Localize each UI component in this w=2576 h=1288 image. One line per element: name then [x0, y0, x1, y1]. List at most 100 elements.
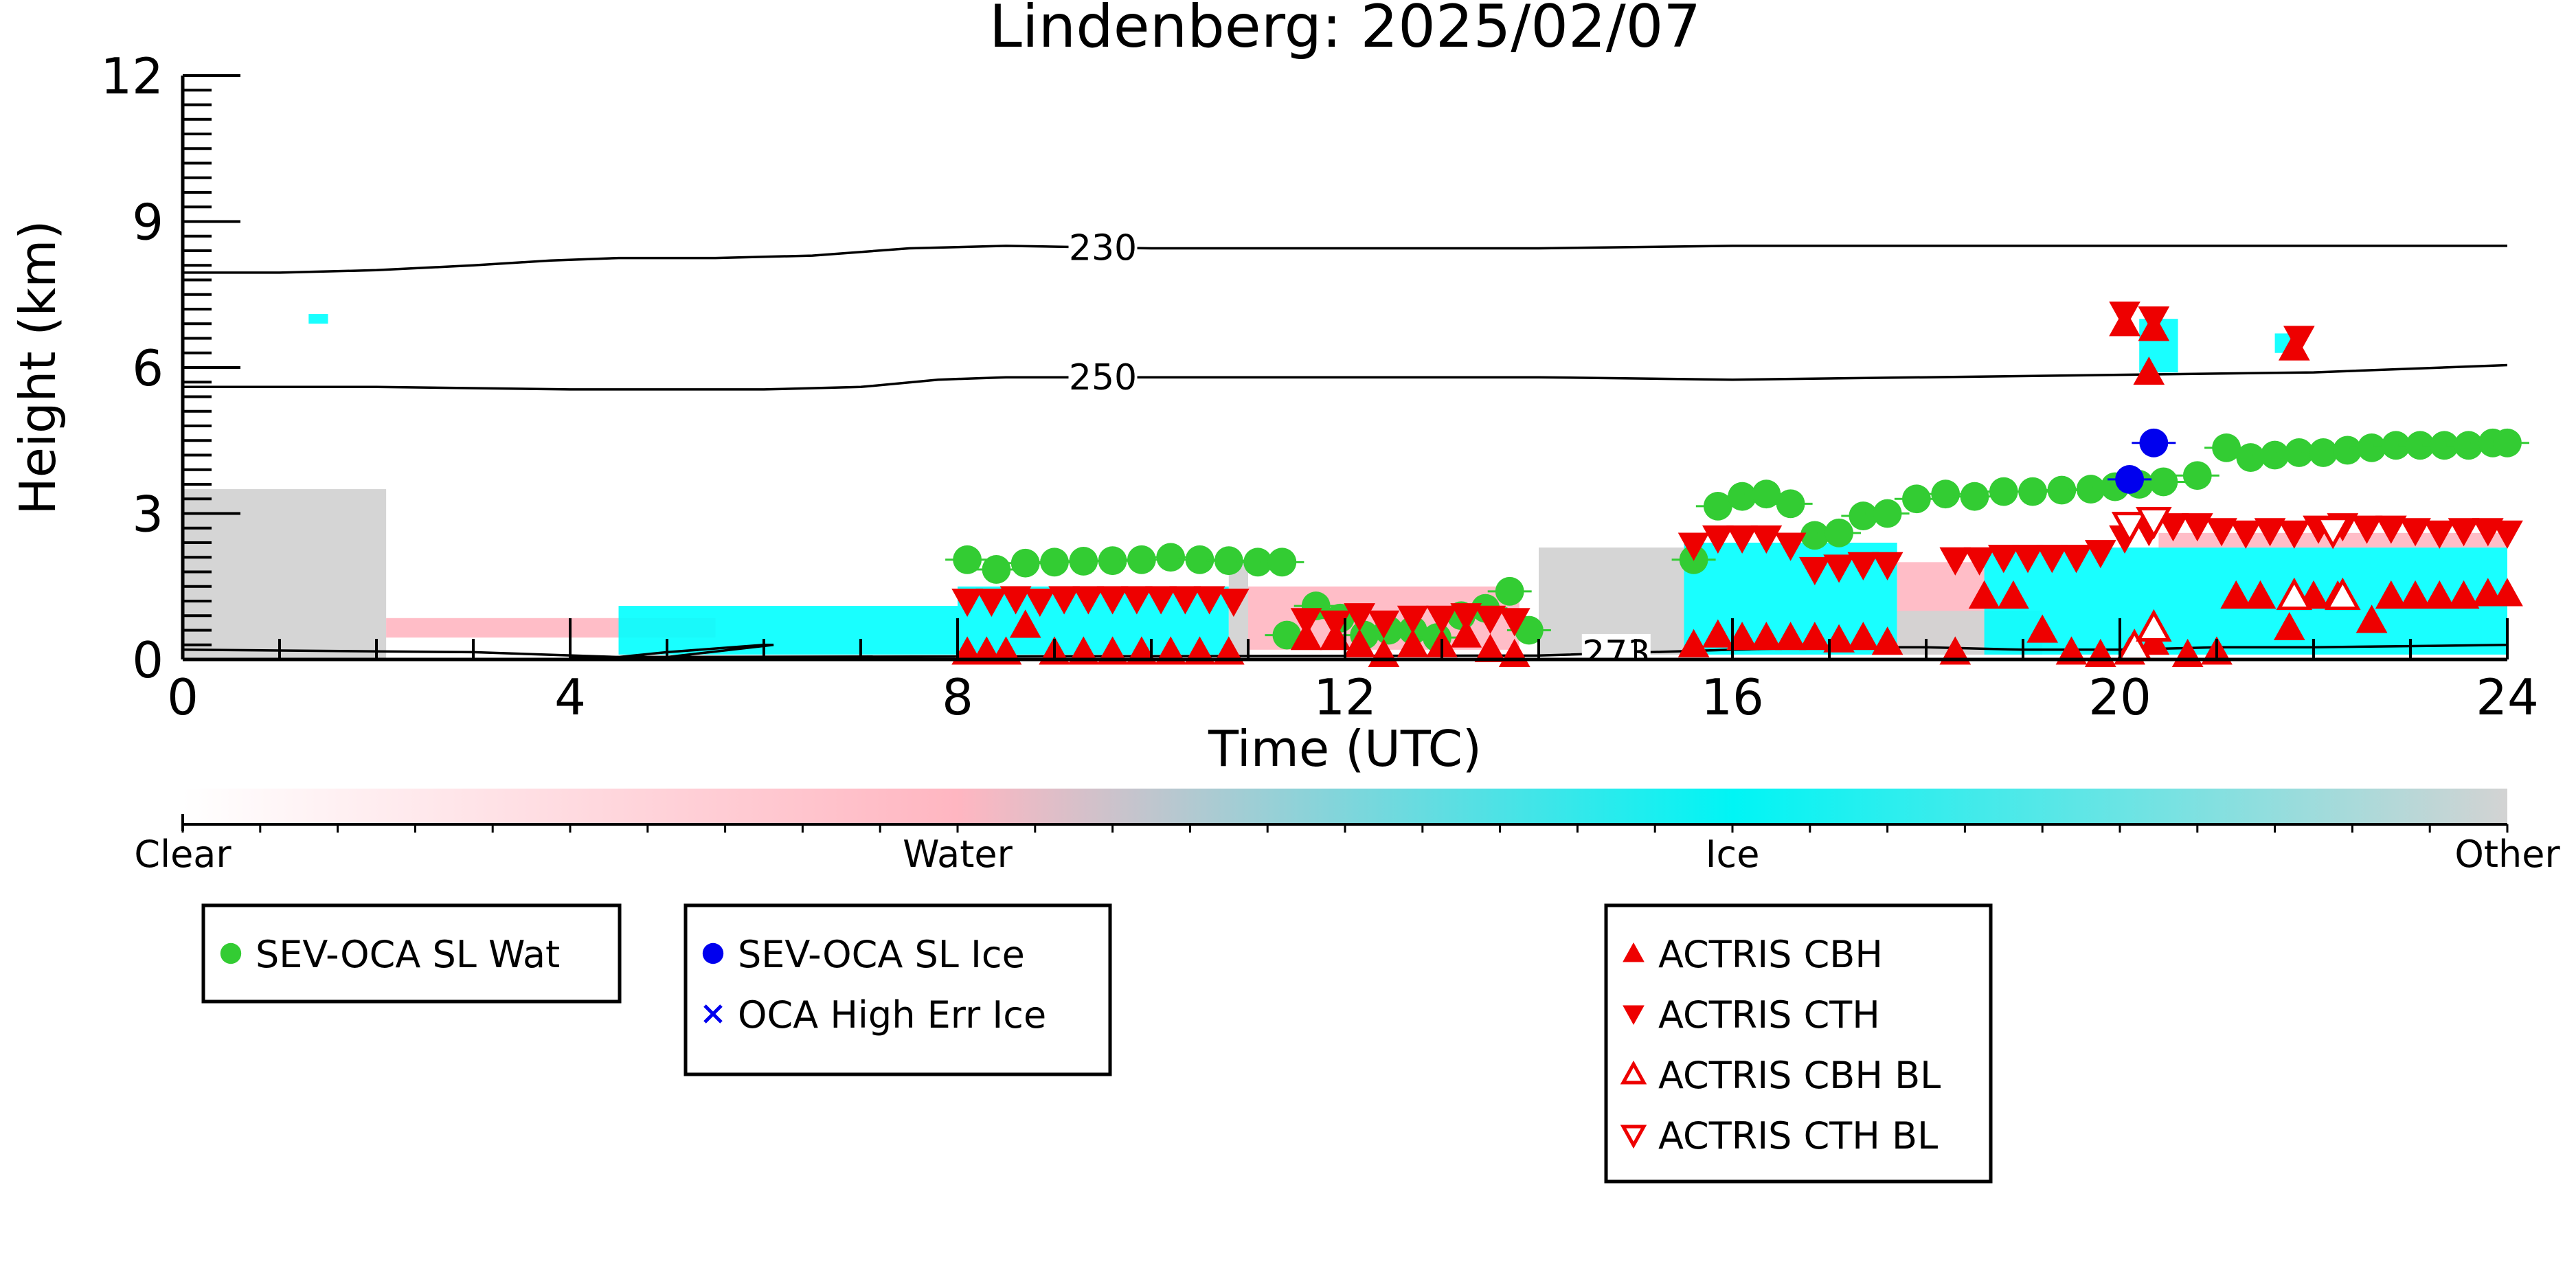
point-actris-cth: [2138, 306, 2170, 335]
point-actris-cth: [2448, 518, 2480, 547]
point-sev-oca-sl-wat: [1849, 501, 1878, 530]
point-actris-cth-bl: [2136, 507, 2172, 540]
point-actris-cth: [1474, 605, 1506, 634]
point-actris-cth: [1750, 525, 1783, 554]
point-sev-oca-sl-wat: [1728, 482, 1757, 511]
point-sev-oca-sl-wat: [1156, 543, 1186, 572]
point-sev-oca-sl-wat: [2493, 428, 2522, 457]
point-actris-cbh: [2375, 580, 2407, 609]
point-actris-cbh: [1968, 580, 2000, 609]
point-actris-cth: [2230, 520, 2262, 549]
legend-label-sev-oca-sl-ice: SEV-OCA SL Ice: [738, 933, 1025, 976]
plot-axes: 0 4 8 12 16 20 24 0 3 6 9 12: [100, 47, 2538, 726]
region-ice: [308, 314, 328, 324]
point-actris-cth: [1072, 586, 1105, 615]
y-tick-label: 6: [132, 339, 163, 397]
point-actris-cth: [1290, 608, 1322, 637]
point-actris-cth: [2181, 513, 2213, 542]
point-sev-oca-sl-wat: [2284, 438, 2314, 467]
point-sev-oca-sl-wat: [2260, 440, 2290, 470]
point-sev-oca-sl-wat: [2309, 438, 2338, 467]
point-actris-cbh-bl: [2136, 609, 2172, 642]
point-actris-cbh: [2273, 611, 2305, 641]
point-actris-cth: [975, 588, 1008, 618]
point-actris-cth: [2399, 518, 2431, 547]
point-actris-cbh: [1677, 629, 1710, 657]
legend-label-sev-oca-sl-wat: SEV-OCA SL Wat: [256, 933, 560, 976]
legend-marker-actris-cth: [1623, 1005, 1645, 1026]
point-actris-cth: [1048, 586, 1080, 615]
point-sev-oca-sl-wat: [1127, 545, 1156, 574]
y-tick-label: 0: [132, 631, 163, 689]
point-sev-oca-sl-wat: [1214, 546, 1243, 576]
point-actris-cth-bl: [2111, 512, 2148, 545]
point-sev-oca-sl-wat: [1902, 484, 1931, 514]
point-actris-cbh: [1096, 636, 1129, 665]
point-actris-cbh: [1155, 636, 1187, 665]
point-actris-cth: [1096, 586, 1129, 615]
point-sev-oca-sl-wat: [2454, 431, 2483, 460]
point-actris-cbh: [1450, 619, 1482, 648]
point-actris-cbh: [2472, 578, 2504, 607]
point-actris-cth: [1498, 608, 1530, 637]
point-actris-cth: [1121, 586, 1153, 615]
colorbar-label-water: Water: [903, 833, 1013, 876]
point-sev-oca-sl-wat: [2018, 477, 2048, 506]
legend-frame: [201, 903, 622, 1004]
point-sev-oca-sl-wat: [2236, 443, 2266, 472]
legend-frame: [1604, 903, 1993, 1184]
legend-marker-actris-cth-bl: [1620, 1125, 1647, 1149]
point-actris-cbh: [2399, 580, 2431, 609]
point-actris-cbh: [1726, 622, 1758, 651]
point-actris-cbh: [1871, 626, 1903, 655]
point-actris-cbh: [2244, 580, 2276, 609]
contour-label-273: 273: [1582, 633, 1650, 675]
point-actris-cth: [1939, 547, 1971, 576]
point-actris-cth: [1774, 532, 1807, 561]
x-axis-label: Time (UTC): [1208, 720, 1482, 778]
legend-marker-sev-oca-sl-ice: [702, 942, 724, 964]
point-actris-cbh: [2133, 357, 2165, 385]
point-sev-oca-sl-wat: [1960, 482, 1989, 511]
point-actris-cth: [2254, 518, 2286, 547]
point-sev-oca-sl-wat: [2047, 475, 2077, 505]
point-actris-cbh: [1397, 629, 1429, 657]
legend-marker-actris-cbh-bl: [1620, 1060, 1647, 1085]
legends: SEV-OCA SL Wat SEV-OCA SL Ice OCA High Err…: [201, 903, 1993, 1184]
legend-box-3: ACTRIS CBH ACTRIS CTH ACTRIS CBH BL ACTRIS …: [1604, 903, 1993, 1184]
point-sev-oca-sl-wat: [1931, 479, 1961, 509]
point-actris-cth: [999, 586, 1032, 615]
point-sev-oca-sl-wat: [1495, 576, 1524, 606]
colorbar-gradient: [183, 789, 2507, 824]
point-sev-oca-sl-wat: [2333, 436, 2362, 465]
point-actris-cbh: [2424, 580, 2456, 609]
colorbar-label-clear: Clear: [134, 833, 231, 876]
point-actris-cbh: [1067, 636, 1100, 665]
point-sev-oca-sl-wat: [953, 545, 982, 574]
point-sev-oca-sl-ice: [2139, 428, 2169, 457]
point-actris-cth: [1871, 552, 1903, 580]
point-actris-cth: [2206, 518, 2237, 547]
point-actris-cth: [1726, 525, 1758, 554]
point-sev-oca-sl-wat: [1752, 479, 1781, 509]
point-actris-cbh: [2492, 578, 2523, 607]
y-tick-label: 12: [100, 47, 163, 105]
point-actris-cth: [1702, 525, 1734, 554]
point-actris-cth: [1193, 586, 1225, 615]
point-actris-cbh: [1126, 636, 1157, 665]
point-actris-cbh: [1750, 622, 1783, 651]
point-actris-cth-bl: [2314, 517, 2351, 550]
contour-line-250: [183, 363, 2507, 391]
chart-title: Lindenberg: 2025/02/07: [989, 0, 1701, 61]
point-actris-cth: [1397, 605, 1429, 634]
colorbar-label-other: Other: [2454, 833, 2560, 876]
point-actris-cbh: [1344, 629, 1375, 657]
point-sev-oca-sl-wat: [982, 555, 1011, 584]
point-actris-cbh: [1998, 580, 2029, 609]
point-sev-oca-sl-wat: [2149, 467, 2178, 497]
point-actris-cth: [1963, 547, 1996, 576]
legend-marker-actris-cbh: [1623, 942, 1645, 962]
point-actris-cth: [1344, 603, 1375, 632]
point-actris-cth: [1368, 610, 1400, 639]
